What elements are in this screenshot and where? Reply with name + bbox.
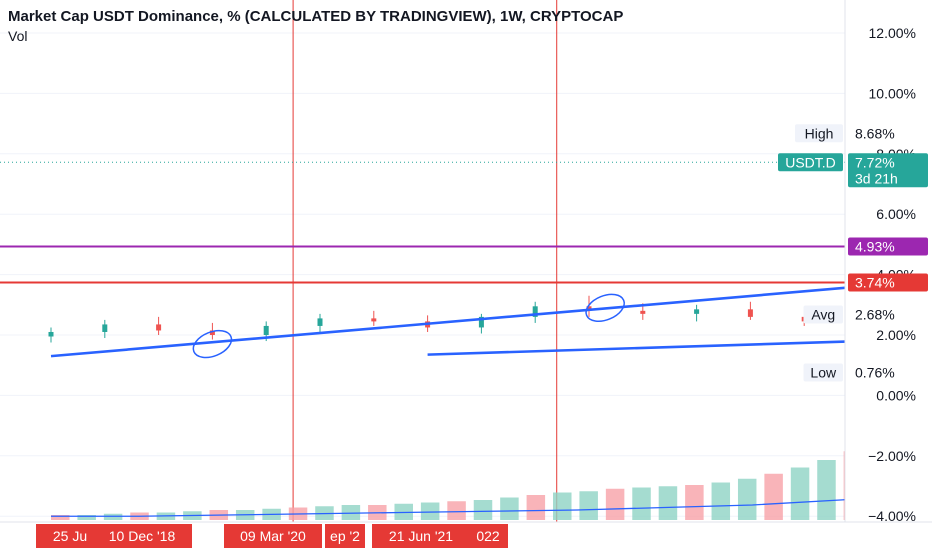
price-label-label: Low: [810, 364, 837, 380]
volume-bar: [606, 489, 624, 520]
volume-bar: [685, 485, 703, 520]
candle-body: [102, 324, 107, 332]
y-tick-label: −2.00%: [868, 448, 916, 464]
volume-bar: [712, 483, 730, 521]
chart-title: Market Cap USDT Dominance, % (CALCULATED…: [8, 8, 623, 25]
candle-body: [748, 309, 753, 317]
volume-bar: [659, 486, 677, 520]
vertical-markers: [293, 0, 932, 522]
volume-pane: [51, 395, 932, 520]
volume-bar: [579, 491, 597, 520]
volume-bar: [553, 493, 571, 521]
candle-body: [371, 318, 376, 321]
volume-bar: [474, 500, 492, 520]
axis-bg: [845, 0, 932, 522]
candle-body: [264, 326, 269, 335]
candle-body: [640, 311, 645, 314]
price-label-value: 8.68%: [855, 125, 895, 141]
date-tag: 21 Jun '21: [389, 528, 453, 544]
y-tick-label: 0.00%: [876, 387, 916, 403]
current-price-tag-countdown: 3d 21h: [855, 170, 898, 186]
price-label-label: Avg: [811, 306, 835, 322]
y-tick-label: 10.00%: [869, 85, 916, 101]
date-tag: 25 Ju: [53, 528, 87, 544]
y-tick-label: 2.00%: [876, 327, 916, 343]
candle-body: [156, 324, 161, 330]
date-tag: 09 Mar '20: [240, 528, 306, 544]
volume-bar: [500, 498, 518, 521]
volume-label: Vol: [8, 28, 27, 44]
y-tick-label: 12.00%: [869, 25, 916, 41]
volume-bar: [791, 468, 809, 521]
y-tick-label: 6.00%: [876, 206, 916, 222]
price-axis: 12.00%10.00%8.00%6.00%4.00%2.00%0.00%−2.…: [778, 0, 932, 524]
gridlines: [0, 0, 932, 522]
level-tag-493-value: 4.93%: [855, 239, 895, 255]
volume-bar: [447, 501, 465, 520]
candle-body: [49, 332, 54, 337]
price-label-value: 0.76%: [855, 364, 895, 380]
current-price-tag-label: USDT.D: [785, 154, 836, 170]
trendline-0: [51, 149, 932, 356]
price-label-label: High: [805, 125, 834, 141]
current-price-tag-value: 7.72%: [855, 154, 895, 170]
candle-body: [694, 309, 699, 314]
candle-body: [318, 318, 323, 326]
volume-bar: [527, 495, 545, 520]
volume-bar: [421, 503, 439, 521]
horizontal-levels: [0, 162, 845, 282]
volume-bar: [764, 474, 782, 520]
volume-bar: [632, 488, 650, 521]
date-tag: 022: [476, 528, 500, 544]
date-tag: ep '2: [330, 528, 360, 544]
price-label-value: 2.68%: [855, 306, 895, 322]
level-tag-374-value: 3.74%: [855, 274, 895, 290]
volume-bar: [738, 479, 756, 520]
volume-bar: [817, 460, 835, 520]
date-tag: 10 Dec '18: [109, 528, 176, 544]
